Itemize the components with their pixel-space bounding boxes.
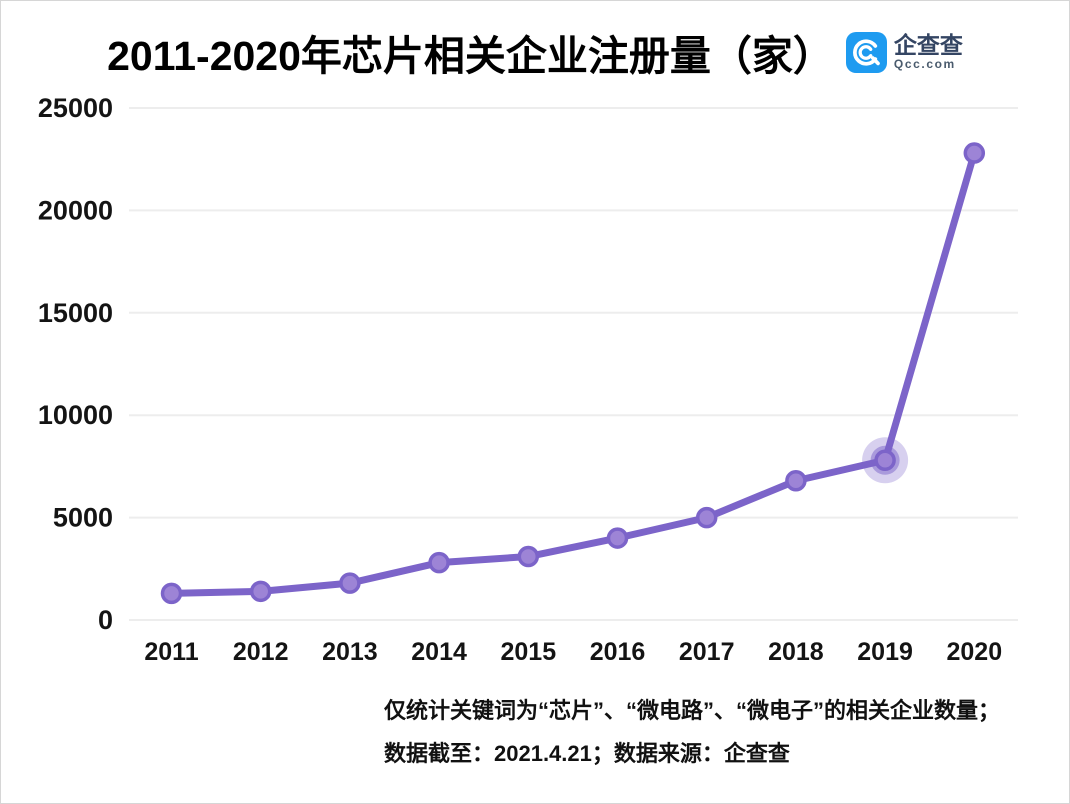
y-axis-tick-label: 0 [98,605,113,635]
line-chart[interactable]: 0 5000 10000 15000 20000 25000 2011 2012 2013 201… [1,87,1070,677]
x-axis-tick-label: 2013 [322,638,378,666]
chart-footnotes: 仅统计关键词为“芯片”、“微电路”、“微电子”的相关企业数量； 数据截至：202… [384,699,1069,766]
qcc-logo: 企查查 Qcc.com [845,31,963,73]
x-axis-tick-label: 2018 [768,638,824,666]
data-point-2020[interactable] [963,142,986,164]
qcc-logo-domain: Qcc.com [893,56,956,71]
y-axis-tick-label: 25000 [38,93,113,123]
x-axis-tick-label: 2011 [144,638,198,666]
qcc-logo-text: 企查查 Qcc.com [894,33,963,72]
y-axis-tick-label: 10000 [38,400,113,430]
x-axis-tick-label: 2020 [946,638,1002,666]
data-point-2012[interactable] [249,580,272,603]
data-point-2019[interactable] [874,449,896,472]
y-axis-tick-label: 20000 [38,195,113,225]
data-point-2018[interactable] [785,469,807,492]
data-point-2011[interactable] [160,582,183,605]
data-point-2014[interactable] [428,551,450,574]
x-axis-tick-label: 2017 [679,638,735,666]
chart-header: 2011-2020年芯片相关企业注册量（家） 企查查 Qcc.com [1,1,1069,87]
x-axis-tick-label: 2014 [411,638,467,666]
y-axis-tick-label: 15000 [38,298,113,328]
data-point-2016[interactable] [606,527,629,549]
qcc-logo-name: 企查查 [893,31,963,58]
x-axis-tick-label: 2019 [857,638,913,666]
x-axis-tick-label: 2015 [500,638,556,666]
footnote-source: 数据截至：2021.4.21；数据来源：企查查 [384,741,790,766]
series-line [168,149,978,597]
x-axis-tick-label: 2016 [590,638,646,666]
footnote-scope: 仅统计关键词为“芯片”、“微电路”、“微电子”的相关企业数量； [384,698,1001,723]
data-point-2015[interactable] [517,545,540,568]
data-point-2013[interactable] [339,572,361,594]
qcc-logo-icon [845,31,887,73]
chart-title: 2011-2020年芯片相关企业注册量（家） [107,33,834,79]
y-axis-tick-label: 5000 [53,503,113,533]
x-axis-tick-label: 2012 [233,638,289,666]
data-point-2017[interactable] [695,506,718,529]
